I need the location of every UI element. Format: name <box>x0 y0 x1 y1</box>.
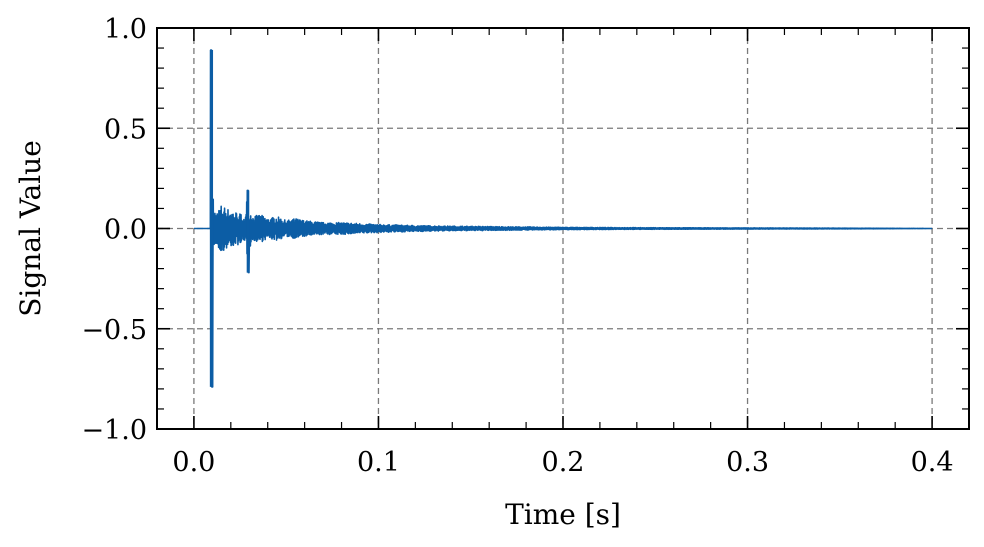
y-tick-label: 1.0 <box>104 14 147 45</box>
x-tick-label: 0.2 <box>542 447 585 478</box>
y-tick-labels: −1.0 −0.5 0.0 0.5 1.0 <box>81 14 147 446</box>
axis-ticks <box>156 27 970 430</box>
x-tick-label: 0.3 <box>726 447 769 478</box>
x-tick-labels: 0.0 0.1 0.2 0.3 0.4 <box>172 447 953 478</box>
y-tick-label: 0.5 <box>104 114 147 145</box>
series-signal <box>193 49 933 388</box>
x-tick-label: 0.1 <box>357 447 400 478</box>
x-axis-label: Time [s] <box>505 498 621 531</box>
signal-line <box>193 49 933 388</box>
y-tick-label: −0.5 <box>81 315 147 346</box>
x-tick-label: 0.4 <box>911 447 954 478</box>
y-axis-label: Signal Value <box>14 140 47 317</box>
y-tick-label: 0.0 <box>104 215 147 246</box>
y-tick-label: −1.0 <box>81 415 147 446</box>
x-tick-label: 0.0 <box>172 447 215 478</box>
